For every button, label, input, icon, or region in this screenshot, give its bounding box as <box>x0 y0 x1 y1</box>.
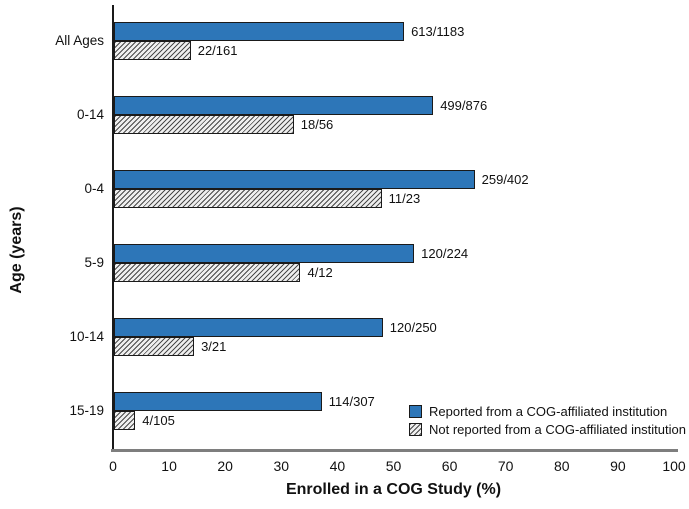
category-label-0-4: 0-4 <box>84 181 104 196</box>
x-axis-title: Enrolled in a COG Study (%) <box>285 481 502 498</box>
category-label-0-14: 0-14 <box>76 107 104 122</box>
x-tick-label-70: 70 <box>497 458 514 474</box>
bar-value-label-0-4-reported: 259/402 <box>481 172 529 187</box>
bar-value-label-all-ages-not-reported: 22/161 <box>197 43 238 58</box>
plot-area: 613/1183 22/161 499/876 18/56 259/402 11/23 12… <box>114 5 674 449</box>
bar-group-5-9: 120/224 4/12 <box>114 244 674 282</box>
bar-value-label-5-9-not-reported: 4/12 <box>307 265 333 280</box>
category-label-15-19: 15-19 <box>69 403 104 418</box>
category-label-5-9: 5-9 <box>84 255 104 270</box>
x-tick-label-10: 10 <box>161 458 177 474</box>
x-tick-label-50: 50 <box>385 458 402 474</box>
legend-item-not-reported: Not reported from a COG-affiliated insti… <box>409 420 686 438</box>
bar-value-label-0-14-reported: 499/876 <box>440 98 488 113</box>
x-tick-label-30: 30 <box>273 458 290 474</box>
category-label-all-ages: All Ages <box>55 33 104 48</box>
bar-value-label-0-14-not-reported: 18/56 <box>300 117 334 132</box>
legend-label-reported: Reported from a COG-affiliated instituti… <box>429 403 668 419</box>
x-tick-label-40: 40 <box>329 458 346 474</box>
bar-reported-0-14 <box>114 96 434 115</box>
bar-not-reported-0-14 <box>114 115 294 134</box>
x-tick-label-100: 100 <box>662 458 686 474</box>
x-tick-label-20: 20 <box>217 458 233 474</box>
x-axis-line <box>111 449 678 452</box>
bar-reported-all-ages <box>114 22 405 41</box>
x-tick-label-0: 0 <box>109 458 117 474</box>
bar-group-15-19: 114/307 4/105 <box>114 392 674 430</box>
x-tick-label-60: 60 <box>441 458 458 474</box>
bar-value-label-0-4-not-reported: 11/23 <box>388 191 421 206</box>
bar-value-label-15-19-not-reported: 4/105 <box>142 413 175 428</box>
x-tick-label-90: 90 <box>610 458 626 474</box>
bar-not-reported-5-9 <box>114 263 301 282</box>
legend-label-not-reported: Not reported from a COG-affiliated insti… <box>429 421 686 437</box>
legend-item-reported: Reported from a COG-affiliated instituti… <box>409 402 686 420</box>
category-label-10-14: 10-14 <box>69 329 104 344</box>
bar-not-reported-15-19 <box>114 411 136 430</box>
legend-swatch-not-reported <box>409 422 422 436</box>
x-tick-label-80: 80 <box>554 458 570 474</box>
bar-reported-0-4 <box>114 170 475 189</box>
y-axis-line <box>112 5 114 451</box>
bar-not-reported-10-14 <box>114 337 195 356</box>
bar-value-label-10-14-not-reported: 3/21 <box>201 339 227 354</box>
bar-group-0-14: 499/876 18/56 <box>114 96 674 134</box>
legend: Reported from a COG-affiliated instituti… <box>409 402 686 438</box>
bar-value-label-5-9-reported: 120/224 <box>421 246 469 261</box>
bar-value-label-all-ages-reported: 613/1183 <box>411 24 465 39</box>
legend-swatch-reported <box>409 404 422 418</box>
bar-not-reported-all-ages <box>114 41 191 60</box>
bar-group-10-14: 120/250 3/21 <box>114 318 674 356</box>
bar-group-0-4: 259/402 11/23 <box>114 170 674 208</box>
bar-value-label-15-19-reported: 114/307 <box>328 394 375 409</box>
bar-not-reported-0-4 <box>114 189 382 208</box>
bar-reported-10-14 <box>114 318 383 337</box>
bar-group-all-ages: 613/1183 22/161 <box>114 22 674 60</box>
y-axis-title: Age (years) <box>8 206 25 294</box>
bar-reported-5-9 <box>114 244 415 263</box>
bar-reported-15-19 <box>114 392 322 411</box>
bar-value-label-10-14-reported: 120/250 <box>389 320 437 335</box>
